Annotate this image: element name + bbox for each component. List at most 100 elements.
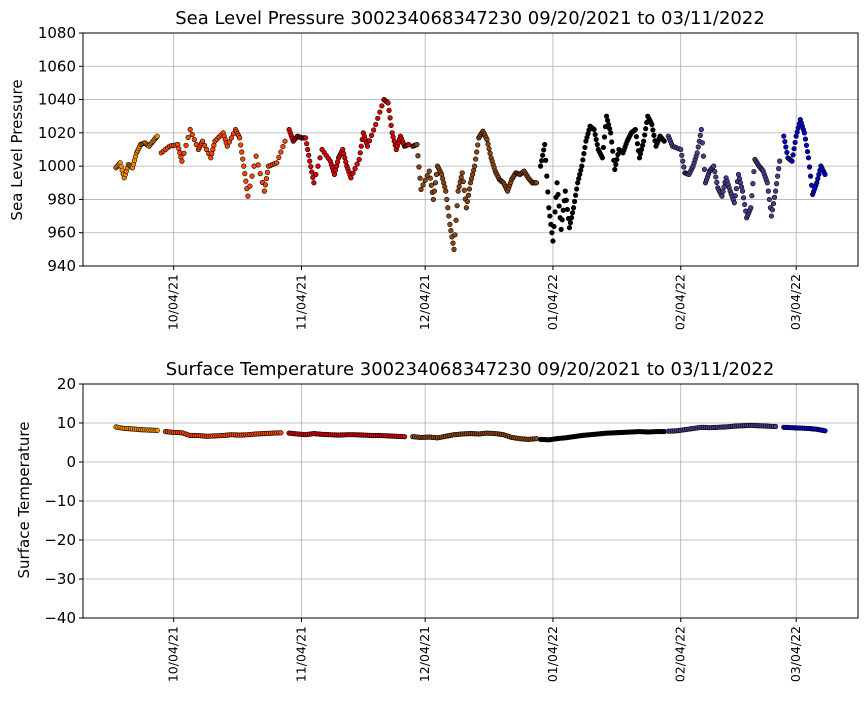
data-point xyxy=(547,213,553,219)
data-point xyxy=(721,184,727,190)
data-point xyxy=(445,205,451,211)
x-tick-label: 01/04/22 xyxy=(545,626,560,682)
data-point xyxy=(364,143,371,149)
data-point xyxy=(340,146,346,153)
data-point xyxy=(749,193,755,199)
data-point xyxy=(181,150,187,156)
data-point xyxy=(533,436,540,442)
data-point xyxy=(580,157,586,163)
data-point xyxy=(772,188,779,194)
data-point xyxy=(202,142,208,148)
data-point xyxy=(815,176,821,182)
data-point xyxy=(770,200,777,207)
y-tick-label: 980 xyxy=(47,190,76,208)
data-point xyxy=(428,182,434,188)
data-point xyxy=(549,230,555,236)
data-point xyxy=(348,175,354,181)
data-point xyxy=(540,152,546,158)
data-point xyxy=(641,138,647,144)
data-point xyxy=(600,144,607,151)
data-point xyxy=(792,139,798,146)
data-point xyxy=(777,158,783,164)
data-series xyxy=(410,430,540,442)
data-point xyxy=(771,194,778,200)
x-tick-label: 10/04/21 xyxy=(166,274,181,330)
data-point xyxy=(806,164,813,170)
data-point xyxy=(604,117,611,123)
data-point xyxy=(470,167,477,173)
data-point xyxy=(306,152,312,158)
data-point xyxy=(468,176,475,182)
data-point xyxy=(282,138,288,144)
data-point xyxy=(568,215,575,221)
data-point xyxy=(343,159,349,165)
data-point xyxy=(638,146,645,153)
data-point xyxy=(739,188,746,194)
data-point xyxy=(389,130,395,136)
data-point xyxy=(783,144,789,150)
data-point xyxy=(791,146,797,152)
y-axis-label: Sea Level Pressure xyxy=(8,79,26,220)
data-point xyxy=(366,138,373,144)
data-point xyxy=(681,164,687,170)
data-point xyxy=(386,107,392,113)
data-point xyxy=(742,201,748,208)
data-point xyxy=(455,188,461,194)
data-point xyxy=(712,168,718,175)
data-point xyxy=(332,167,339,173)
data-point xyxy=(591,126,597,133)
y-tick-label: −10 xyxy=(44,492,76,510)
data-point xyxy=(731,200,737,206)
data-series xyxy=(162,428,284,439)
y-tick-label: −40 xyxy=(44,609,76,627)
data-point xyxy=(253,153,259,159)
x-tick-label: 11/04/21 xyxy=(293,626,308,682)
data-point xyxy=(772,423,779,430)
data-point xyxy=(390,134,396,140)
data-point xyxy=(678,146,684,153)
data-point xyxy=(333,163,340,169)
y-tick-label: 1000 xyxy=(38,157,76,175)
data-point xyxy=(274,160,280,166)
x-tick-label: 10/04/21 xyxy=(166,626,181,682)
data-point xyxy=(208,155,214,161)
data-point xyxy=(179,158,185,164)
data-point xyxy=(632,126,638,133)
data-point xyxy=(264,169,271,175)
data-point xyxy=(237,135,243,141)
data-point xyxy=(750,181,756,187)
data-point xyxy=(822,171,828,178)
data-point xyxy=(556,203,562,209)
data-point xyxy=(309,169,315,175)
data-point xyxy=(154,133,160,139)
data-point xyxy=(773,181,780,187)
data-point xyxy=(807,173,814,179)
data-point xyxy=(185,134,191,141)
data-point xyxy=(737,180,744,186)
data-point xyxy=(614,156,620,163)
data-point xyxy=(680,158,686,164)
data-point xyxy=(304,141,310,147)
data-point xyxy=(789,158,795,164)
data-point xyxy=(574,186,580,192)
data-point xyxy=(560,207,566,213)
data-point xyxy=(448,228,454,234)
data-point xyxy=(784,149,790,156)
data-point xyxy=(241,163,247,169)
data-point xyxy=(430,196,436,203)
data-point xyxy=(741,195,747,201)
data-point xyxy=(334,159,341,165)
data-point xyxy=(605,121,612,128)
data-point xyxy=(474,149,480,155)
data-point xyxy=(280,143,286,150)
data-point xyxy=(331,171,338,178)
data-point xyxy=(764,180,770,186)
data-point xyxy=(443,188,449,194)
data-point xyxy=(776,166,782,172)
data-point xyxy=(615,151,621,158)
plot-frame xyxy=(82,32,859,267)
data-point xyxy=(575,180,581,186)
data-point xyxy=(651,132,657,138)
data-point xyxy=(262,182,269,188)
data-point xyxy=(278,430,284,436)
